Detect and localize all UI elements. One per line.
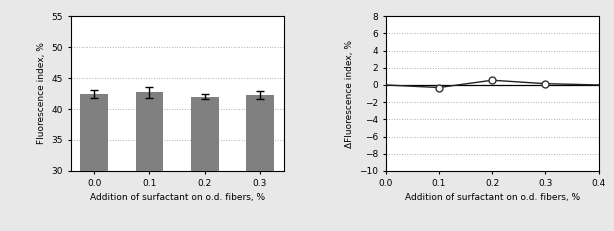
Y-axis label: ΔFluorescence index, %: ΔFluorescence index, %: [344, 40, 354, 148]
Point: [540, 82, 550, 85]
Point: [434, 86, 444, 89]
Y-axis label: Fluorescence index, %: Fluorescence index, %: [37, 43, 46, 145]
Point: [488, 78, 497, 82]
Bar: [191, 97, 219, 231]
X-axis label: Addition of surfactant on o.d. fibers, %: Addition of surfactant on o.d. fibers, %: [405, 193, 580, 202]
Bar: [136, 92, 163, 231]
Bar: [80, 94, 108, 231]
X-axis label: Addition of surfactant on o.d. fibers, %: Addition of surfactant on o.d. fibers, %: [90, 193, 265, 202]
Bar: [246, 95, 274, 231]
